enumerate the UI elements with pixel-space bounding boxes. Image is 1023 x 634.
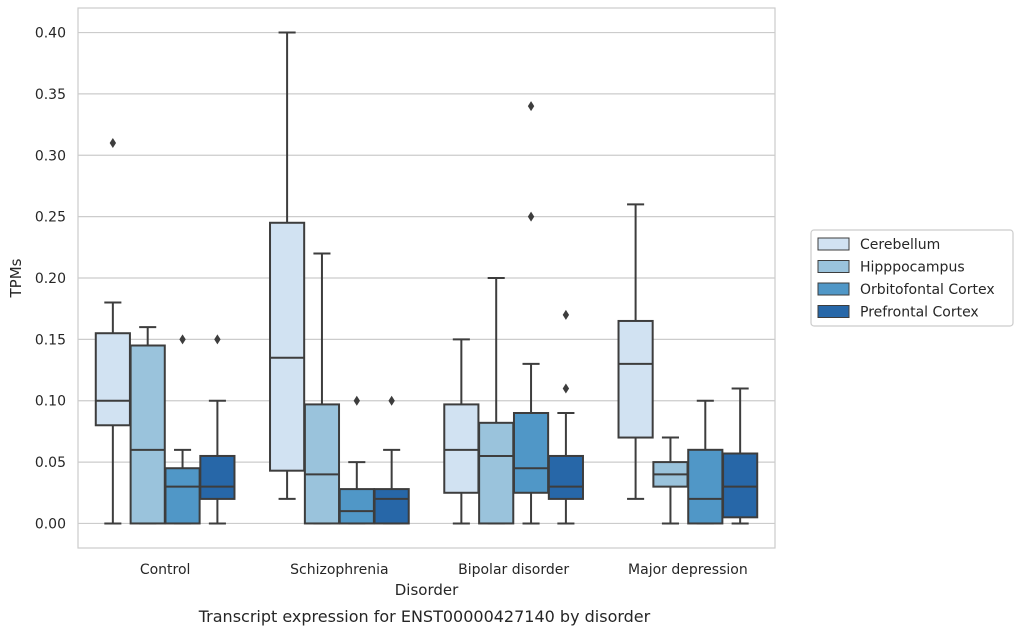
y-tick-label: 0.25 <box>35 210 66 226</box>
x-tick-label: Control <box>140 562 191 578</box>
iqr-box <box>269 221 306 472</box>
box-cerebellum <box>269 31 306 500</box>
iqr-box <box>443 403 480 494</box>
x-axis-label: Disorder <box>395 581 459 599</box>
outlier-point <box>109 138 117 148</box>
chart-caption: Transcript expression for ENST0000042714… <box>198 607 651 626</box>
box-groups <box>94 31 759 525</box>
box-orbitofontal-cortex <box>687 399 724 525</box>
outlier-point <box>388 395 395 406</box>
x-tick-label: Major depression <box>628 562 748 578</box>
x-axis-ticks: Control Schizophrenia Bipolar disorder Majo… <box>140 562 748 578</box>
y-tick-label: 0.00 <box>35 516 66 532</box>
legend-item: Cerebellum <box>817 237 940 253</box>
legend-item: Hipppocampus <box>817 260 965 276</box>
iqr-box <box>373 488 410 525</box>
box-prefrontal-cortex <box>373 395 410 525</box>
y-axis-label: TPMs <box>7 258 25 298</box>
iqr-box <box>722 452 759 519</box>
y-tick-label: 0.30 <box>35 148 66 164</box>
box-hipppocampus <box>478 277 515 525</box>
box-hipppocampus <box>652 436 689 525</box>
box-hipppocampus <box>303 252 341 525</box>
box-orbitofontal-cortex <box>512 101 550 525</box>
legend-swatch <box>817 260 850 273</box>
y-tick-label: 0.20 <box>35 271 66 287</box>
legend-label: Hipppocampus <box>860 260 965 276</box>
y-tick-label: 0.40 <box>35 26 66 42</box>
iqr-box <box>164 467 201 525</box>
y-tick-label: 0.05 <box>35 455 66 471</box>
plot-frame <box>77 7 776 549</box>
iqr-box <box>303 403 341 525</box>
iqr-box <box>338 488 375 525</box>
iqr-box <box>512 412 550 494</box>
category-group-control <box>94 138 236 525</box>
box-prefrontal-cortex <box>199 334 236 525</box>
y-tick-label: 0.10 <box>35 394 66 410</box>
legend-item: Prefrontal Cortex <box>817 305 979 321</box>
box-cerebellum <box>94 138 131 525</box>
legend: Cerebellum Hipppocampus Orbitofontal Corte… <box>810 229 1014 327</box>
box-orbitofontal-cortex <box>338 395 375 525</box>
y-axis-ticks: 0.00 0.05 0.10 0.15 0.20 0.25 0.30 0.35 0.40 <box>35 26 66 533</box>
category-group-bipolar-disorder <box>443 101 584 525</box>
outlier-point <box>353 395 360 406</box>
outlier-point <box>527 211 535 222</box>
box-prefrontal-cortex <box>547 309 584 525</box>
iqr-box <box>129 344 166 525</box>
y-tick-label: 0.15 <box>35 332 66 348</box>
x-tick-label: Schizophrenia <box>290 562 388 578</box>
iqr-box <box>547 454 584 500</box>
outlier-point <box>214 334 221 345</box>
outlier-point <box>179 334 186 345</box>
iqr-box <box>687 448 724 525</box>
legend-label: Orbitofontal Cortex <box>860 282 995 298</box>
box-orbitofontal-cortex <box>164 334 201 525</box>
box-hipppocampus <box>129 326 166 525</box>
grid-lines <box>78 31 775 525</box>
x-tick-label: Bipolar disorder <box>458 562 569 578</box>
iqr-box <box>199 454 236 500</box>
iqr-box <box>94 332 131 427</box>
iqr-box <box>478 421 515 525</box>
legend-swatch <box>817 305 850 318</box>
legend-swatch <box>817 237 850 251</box>
outlier-point <box>562 383 570 394</box>
legend-label: Prefrontal Cortex <box>860 305 979 321</box>
box-cerebellum <box>617 203 654 500</box>
category-group-major-depression <box>617 203 759 525</box>
category-group-schizophrenia <box>269 31 410 525</box>
iqr-box <box>617 319 654 439</box>
y-tick-label: 0.35 <box>35 87 66 103</box>
outlier-point <box>527 101 535 112</box>
box-cerebellum <box>443 338 480 525</box>
box-prefrontal-cortex <box>722 387 759 525</box>
legend-swatch <box>817 282 850 296</box>
legend-item: Orbitofontal Cortex <box>817 282 995 298</box>
legend-frame <box>810 229 1014 327</box>
legend-label: Cerebellum <box>860 237 940 253</box>
outlier-point <box>562 309 570 320</box>
